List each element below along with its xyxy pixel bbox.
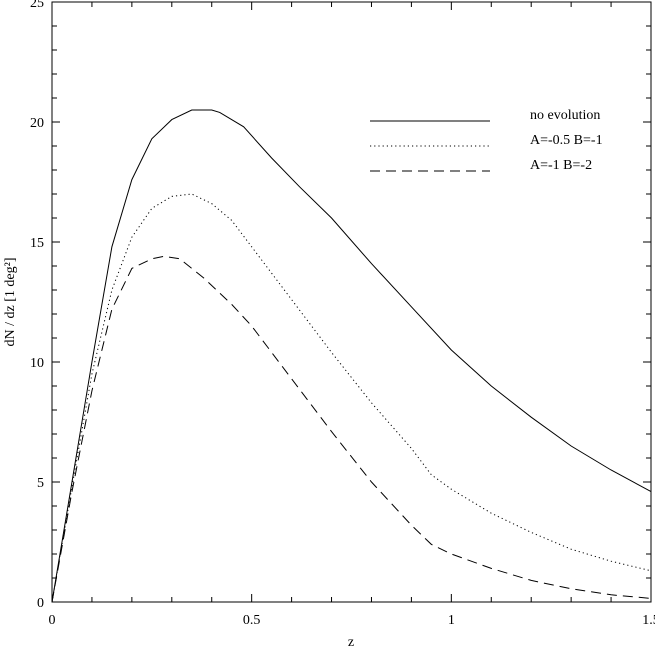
axis-ticks: [51, 1, 652, 603]
y-axis-label: dN / dz [1 deg²]: [3, 258, 18, 347]
y-tick-label: 0: [37, 596, 44, 611]
plot-frame: [51, 1, 652, 603]
x-tick-label: 0: [49, 613, 56, 628]
series-line-3: [51, 255, 652, 603]
legend-label-1: no evolution: [530, 108, 600, 123]
x-tick-label: 1.5: [642, 613, 655, 628]
axis-tick-labels: 0 0.5 1 1.5 0 5 10 15 20 25: [30, 0, 655, 628]
legend-label-3: A=-1 B=-2: [530, 158, 592, 173]
series-line-1: [51, 109, 652, 603]
legend: no evolution A=-0.5 B=-1 A=-1 B=-2: [370, 108, 603, 173]
x-tick-label: 1: [448, 613, 455, 628]
x-axis-label: z: [348, 635, 354, 650]
x-tick-label: 0.5: [243, 613, 261, 628]
legend-label-2: A=-0.5 B=-1: [530, 133, 603, 148]
series-lines: [51, 109, 652, 603]
y-tick-label: 15: [30, 236, 44, 251]
y-tick-label: 10: [30, 356, 44, 371]
series-line-2: [51, 193, 652, 603]
y-tick-label: 5: [37, 476, 44, 491]
y-tick-label: 25: [30, 0, 44, 11]
y-tick-label: 20: [30, 116, 44, 131]
